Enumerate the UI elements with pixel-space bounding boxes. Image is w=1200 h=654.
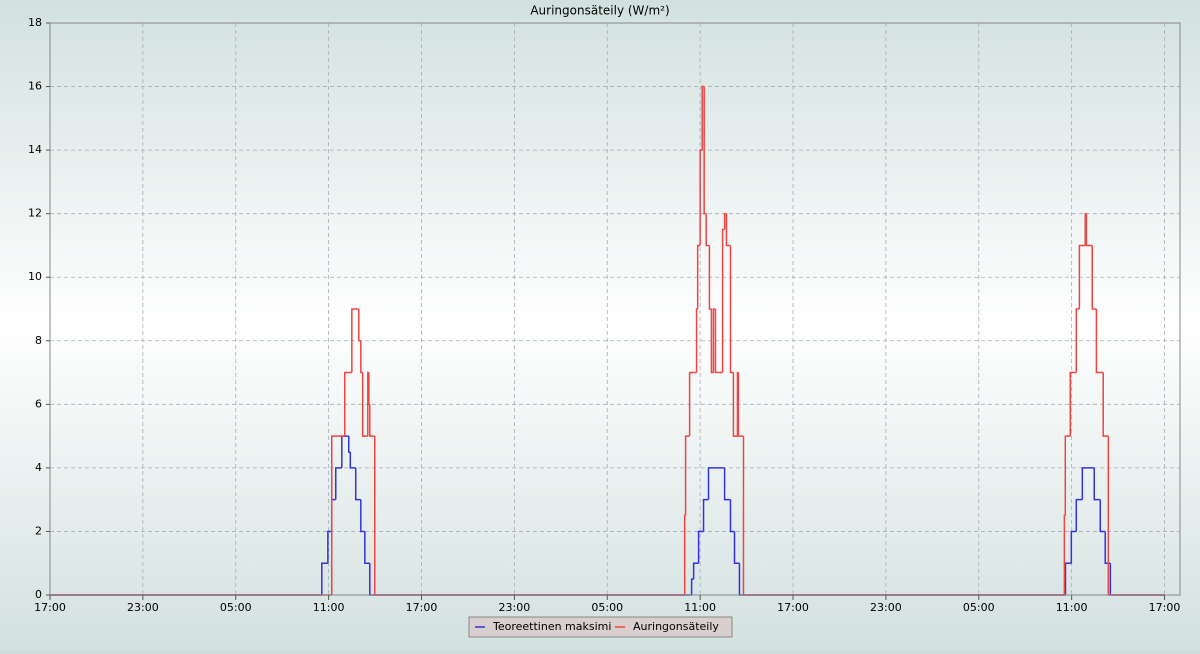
x-tick-label: 17:00 [406, 601, 438, 614]
step-segment [349, 452, 356, 469]
step-segment [369, 404, 375, 437]
step-segment [725, 213, 731, 247]
step-segment [684, 435, 690, 516]
step-segment [733, 531, 740, 564]
step-segment [1078, 244, 1086, 309]
x-tick-label: 05:00 [220, 601, 252, 614]
plot-frame [49, 22, 1181, 596]
step-segment [360, 499, 365, 533]
step-segment [707, 467, 725, 500]
x-tick-label: 11:00 [1056, 601, 1088, 614]
step-segment [702, 498, 709, 532]
step-segment [714, 309, 723, 374]
step-segment [1093, 467, 1101, 501]
x-tick-label: 17:00 [1149, 601, 1181, 614]
legend [468, 616, 733, 638]
step-segment [343, 371, 352, 437]
step-segment [1091, 245, 1097, 310]
y-tick-label: 18 [28, 16, 42, 29]
x-tick-label: 23:00 [499, 601, 531, 614]
chart-title: Auringonsäteily (W/m²) [530, 4, 669, 18]
step-segment [1064, 435, 1071, 516]
step-segment [1081, 467, 1095, 500]
step-segment [1075, 498, 1083, 532]
step-segment [732, 372, 738, 437]
x-tick-label: 11:00 [313, 601, 345, 614]
legend-label: Teoreettinen maksimi [492, 620, 611, 633]
step-segment [729, 499, 735, 533]
step-segment [1070, 530, 1077, 564]
step-segment [1064, 562, 1072, 595]
y-tick-label: 0 [35, 588, 42, 601]
y-tick-label: 10 [28, 270, 42, 283]
step-segment [705, 213, 710, 247]
x-tick-label: 05:00 [591, 601, 623, 614]
y-tick-label: 14 [28, 143, 42, 156]
y-tick-label: 12 [28, 207, 42, 220]
step-segment [1069, 371, 1077, 437]
step-segment [1075, 308, 1080, 373]
step-segment [335, 467, 342, 500]
step-segment [1085, 213, 1093, 247]
step-segment [1102, 372, 1109, 437]
step-segment [364, 531, 370, 564]
x-tick-label: 23:00 [870, 601, 902, 614]
step-segment [696, 244, 701, 309]
step-segment [354, 467, 361, 501]
step-segment [361, 372, 368, 437]
y-tick-label: 16 [28, 80, 42, 93]
x-tick-label: 11:00 [684, 601, 716, 614]
step-segment [1099, 499, 1106, 533]
x-tick-label: 23:00 [127, 601, 159, 614]
step-segment [688, 371, 697, 437]
step-segment [351, 308, 359, 373]
step-segment [321, 562, 328, 595]
step-segment [723, 467, 731, 501]
step-segment [1095, 309, 1104, 374]
x-tick-label: 17:00 [34, 601, 66, 614]
step-segment [729, 245, 734, 374]
step-segment [697, 530, 704, 564]
y-tick-label: 2 [35, 524, 42, 537]
legend-label: Auringonsäteily [633, 620, 719, 633]
step-segment [330, 435, 345, 595]
step-segment [692, 562, 699, 580]
step-segment [737, 372, 744, 437]
y-tick-label: 6 [35, 397, 42, 410]
y-tick-label: 8 [35, 334, 42, 347]
y-tick-label: 4 [35, 461, 42, 474]
x-tick-label: 17:00 [777, 601, 809, 614]
step-segment [327, 530, 332, 564]
x-tick-label: 05:00 [963, 601, 995, 614]
